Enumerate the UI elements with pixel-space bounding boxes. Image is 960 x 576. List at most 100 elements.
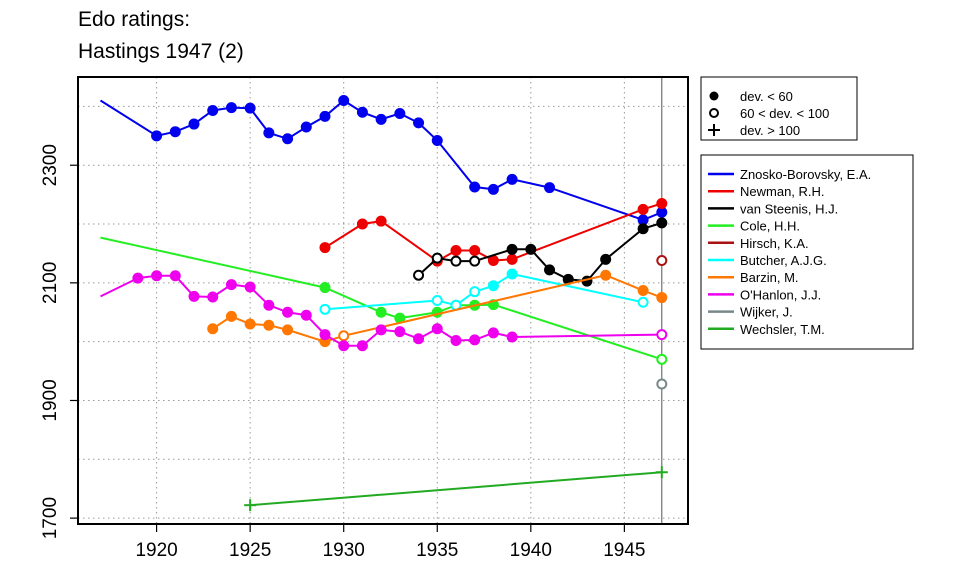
data-point-barzin-m-1926 xyxy=(263,319,275,331)
data-point-znosko-borovsky-e-a-1928 xyxy=(300,121,312,133)
data-point-newman-r-h-1929 xyxy=(319,242,331,254)
chart-title-line-2: Hastings 1947 (2) xyxy=(78,40,244,63)
data-point-butcher-a-j-g-1939 xyxy=(506,268,518,280)
series-group xyxy=(99,95,668,512)
data-point-znosko-borovsky-e-a-1924 xyxy=(225,102,237,114)
data-point-cole-h-h-1932 xyxy=(375,306,387,318)
series-line-barzin-m xyxy=(212,274,663,343)
data-point-o-hanlon-j-j-1919 xyxy=(132,272,144,284)
series-legend-box xyxy=(700,154,914,350)
data-point-barzin-m-1944 xyxy=(600,269,612,281)
data-point-van-steenis-h-j-1935 xyxy=(431,252,443,264)
data-point-znosko-borovsky-e-a-1932 xyxy=(375,113,387,125)
data-point-o-hanlon-j-j-1933 xyxy=(394,326,406,338)
data-point-barzin-m-1947 xyxy=(656,292,668,304)
data-point-znosko-borovsky-e-a-1927 xyxy=(282,133,294,145)
data-point-znosko-borovsky-e-a-1933 xyxy=(394,107,406,119)
data-point-o-hanlon-j-j-1926 xyxy=(263,299,275,311)
data-point-o-hanlon-j-j-1939 xyxy=(506,331,518,343)
data-point-cole-h-h-1947 xyxy=(656,353,668,365)
data-point-newman-r-h-1939 xyxy=(506,253,518,265)
data-point-znosko-borovsky-e-a-1926 xyxy=(263,127,275,139)
data-point-newman-r-h-1946 xyxy=(637,203,649,215)
legend-label-cole-h-h: Cole, H.H. xyxy=(740,219,800,234)
y-tick-label-1700: 1700 xyxy=(40,497,61,539)
data-point-barzin-m-1925 xyxy=(244,318,256,330)
data-point-van-steenis-h-j-1934 xyxy=(413,269,425,281)
data-point-o-hanlon-j-j-1928 xyxy=(300,309,312,321)
data-point-znosko-borovsky-e-a-1920 xyxy=(151,130,163,142)
x-tick-label-1935: 1935 xyxy=(416,540,458,561)
data-point-o-hanlon-j-j-1923 xyxy=(207,291,219,303)
data-point-znosko-borovsky-e-a-1923 xyxy=(207,105,219,117)
legend-label-znosko-borovsky-e-a: Znosko-Borovsky, E.A. xyxy=(740,167,871,182)
legend-symbol-filled-circle xyxy=(709,91,719,101)
data-point-znosko-borovsky-e-a-1941 xyxy=(544,182,556,194)
legend-label-butcher-a-j-g: Butcher, A.J.G. xyxy=(740,253,827,268)
legend-label-wechsler-t-m: Wechsler, T.M. xyxy=(740,322,825,337)
data-point-o-hanlon-j-j-1935 xyxy=(431,323,443,335)
data-point-o-hanlon-j-j-1929 xyxy=(319,329,331,341)
data-point-znosko-borovsky-e-a-1939 xyxy=(506,173,518,185)
data-point-znosko-borovsky-e-a-1935 xyxy=(431,135,443,147)
legend-label-wijker-j: Wijker, J. xyxy=(740,305,793,320)
data-point-newman-r-h-1936 xyxy=(450,245,462,257)
data-point-wijker-j-1947 xyxy=(656,378,668,390)
legend-symbol-open-circle xyxy=(709,108,719,118)
data-point-van-steenis-h-j-1936 xyxy=(450,255,462,267)
data-point-o-hanlon-j-j-1947 xyxy=(656,329,668,341)
data-point-o-hanlon-j-j-1938 xyxy=(487,327,499,339)
data-point-van-steenis-h-j-1937 xyxy=(469,255,481,267)
legend-label-van-steenis-h-j: van Steenis, H.J. xyxy=(740,201,838,216)
x-tick-label-1925: 1925 xyxy=(229,540,271,561)
data-point-cole-h-h-1929 xyxy=(319,282,331,294)
data-point-barzin-m-1923 xyxy=(207,323,219,335)
data-point-barzin-m-1930 xyxy=(338,330,350,342)
data-point-znosko-borovsky-e-a-1929 xyxy=(319,110,331,122)
series-line-wechsler-t-m xyxy=(250,471,662,507)
x-tick-label-1920: 1920 xyxy=(135,540,177,561)
data-point-o-hanlon-j-j-1936 xyxy=(450,334,462,346)
data-point-o-hanlon-j-j-1924 xyxy=(225,279,237,291)
plot-frame xyxy=(77,76,689,525)
data-point-o-hanlon-j-j-1932 xyxy=(375,324,387,336)
data-point-butcher-a-j-g-1946 xyxy=(637,296,649,308)
data-point-butcher-a-j-g-1938 xyxy=(487,280,499,292)
legend-label-open-circle: 60 < dev. < 100 xyxy=(740,106,829,121)
marker-legend-box xyxy=(700,76,858,141)
data-point-o-hanlon-j-j-1921 xyxy=(169,270,181,282)
data-point-wechsler-t-m-1925 xyxy=(244,499,257,512)
data-point-barzin-m-1924 xyxy=(225,310,237,322)
data-point-newman-r-h-1947 xyxy=(656,197,668,209)
data-point-o-hanlon-j-j-1920 xyxy=(151,270,163,282)
data-point-o-hanlon-j-j-1930 xyxy=(338,340,350,352)
data-point-van-steenis-h-j-1947 xyxy=(656,217,668,229)
chart-title-line-1: Edo ratings: xyxy=(78,8,191,31)
series-line-cole-h-h xyxy=(100,236,663,361)
data-point-newman-r-h-1937 xyxy=(469,245,481,257)
series-line-newman-r-h xyxy=(324,202,663,263)
legend-label-filled-circle: dev. < 60 xyxy=(740,89,793,104)
legend-label-plus: dev. > 100 xyxy=(740,123,800,138)
x-tick-label-1940: 1940 xyxy=(510,540,552,561)
x-tick-label-1930: 1930 xyxy=(323,540,365,561)
data-point-znosko-borovsky-e-a-1938 xyxy=(487,183,499,195)
data-point-znosko-borovsky-e-a-1921 xyxy=(169,126,181,138)
legend-label-hirsch-k-a: Hirsch, K.A. xyxy=(740,236,809,251)
y-tick-label-1900: 1900 xyxy=(40,379,61,421)
data-point-o-hanlon-j-j-1927 xyxy=(282,306,294,318)
legend-label-newman-r-h: Newman, R.H. xyxy=(740,184,825,199)
data-point-van-steenis-h-j-1946 xyxy=(637,223,649,235)
legend-label-o-hanlon-j-j: O'Hanlon, J.J. xyxy=(740,287,821,302)
data-point-butcher-a-j-g-1937 xyxy=(469,286,481,298)
data-point-o-hanlon-j-j-1922 xyxy=(188,290,200,302)
data-point-o-hanlon-j-j-1934 xyxy=(413,333,425,345)
data-point-barzin-m-1946 xyxy=(637,285,649,297)
data-point-znosko-borovsky-e-a-1934 xyxy=(413,117,425,129)
data-point-newman-r-h-1931 xyxy=(356,218,368,230)
y-tick-label-2300: 2300 xyxy=(40,144,61,186)
grid-lines xyxy=(78,77,688,524)
x-tick-label-1945: 1945 xyxy=(603,540,645,561)
data-point-znosko-borovsky-e-a-1937 xyxy=(469,181,481,193)
